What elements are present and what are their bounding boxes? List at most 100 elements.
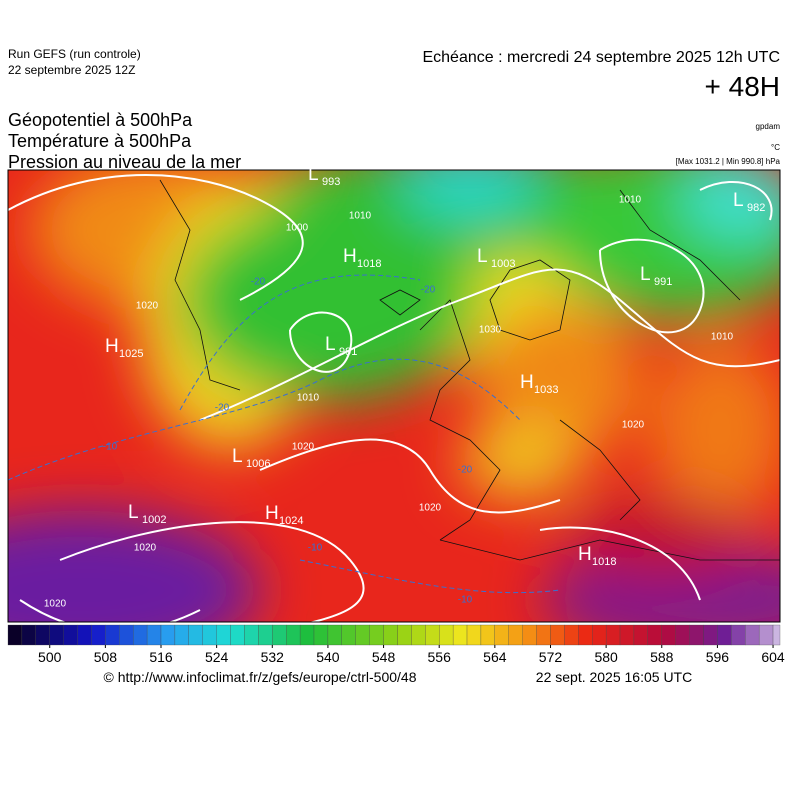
pressure-center: L 1003 xyxy=(477,246,515,270)
colorbar-tick-label: 508 xyxy=(94,649,118,665)
colorbar-tick-label: 556 xyxy=(428,649,452,665)
unit-label: °C xyxy=(771,143,780,152)
colorbar-cell xyxy=(578,624,593,646)
isobar-label: 1010 xyxy=(297,393,320,404)
center-value: 991 xyxy=(339,346,357,358)
colorbar-cell xyxy=(313,624,329,646)
colorbar-cell xyxy=(647,624,662,646)
colorbar-cell xyxy=(188,624,203,646)
center-type: L xyxy=(733,190,744,211)
isobar-label: 1010 xyxy=(619,195,642,206)
center-type: L xyxy=(477,246,488,267)
center-type: L xyxy=(128,502,139,523)
colorbar-cell xyxy=(536,624,551,646)
colorbar-cell xyxy=(494,624,509,646)
isotherms xyxy=(8,274,561,594)
center-value: 1018 xyxy=(357,258,381,270)
pressure-center: H 1018 xyxy=(578,544,616,568)
colorbar-cell xyxy=(230,624,245,646)
colorbar-cell xyxy=(411,624,426,646)
colorbar-cell xyxy=(592,624,607,646)
colorbar-cell xyxy=(661,624,676,646)
colorbar-cell xyxy=(466,624,482,646)
center-value: 1033 xyxy=(534,384,558,396)
colorbar-cell xyxy=(689,624,704,646)
colorbar-cell xyxy=(508,624,523,646)
pressure-center: L 991 xyxy=(640,264,672,288)
unit-label: [Max 1031.2 | Min 990.8] hPa xyxy=(676,157,781,166)
colorbar-tick-label: 580 xyxy=(594,649,618,665)
source-url: © http://www.infoclimat.fr/z/gefs/europe… xyxy=(103,669,416,685)
colorbar-cell xyxy=(49,624,64,646)
colorbar-cell xyxy=(522,624,537,646)
center-value: 1025 xyxy=(119,348,143,360)
colorbar-tick-label: 548 xyxy=(372,649,396,665)
map-frame xyxy=(7,169,781,623)
isobar-label: 1020 xyxy=(134,543,157,554)
isobar-label: 1010 xyxy=(349,211,372,222)
center-value: 1003 xyxy=(491,258,515,270)
colorbar-cell xyxy=(397,624,412,646)
isobar-label: 1020 xyxy=(292,442,315,453)
colorbar-cell xyxy=(244,624,259,646)
isobar-label: 1030 xyxy=(479,325,502,336)
center-type: H xyxy=(520,372,534,393)
colorbar-cell xyxy=(91,624,106,646)
colorbar-cell xyxy=(619,624,635,646)
colorbar-tick-label: 524 xyxy=(205,649,229,665)
pressure-center: H 1033 xyxy=(520,372,558,396)
generated-time: 22 sept. 2025 16:05 UTC xyxy=(536,669,692,685)
pressure-center: L 991 xyxy=(325,334,357,358)
colorbar-cell xyxy=(355,624,370,646)
field-title: Température à 500hPa xyxy=(8,131,192,151)
pressure-center: L 1002 xyxy=(128,502,166,526)
colorbar-cell xyxy=(369,624,384,646)
isotherm-label: -10 xyxy=(458,595,473,606)
colorbar-cell xyxy=(21,624,36,646)
center-value: 1018 xyxy=(592,556,616,568)
colorbar-cell xyxy=(286,624,301,646)
run-label: Run GEFS (run controle) xyxy=(8,47,141,61)
isotherm-label: -20 xyxy=(215,403,230,414)
colorbar-cell xyxy=(133,624,148,646)
colorbar-cell xyxy=(327,624,342,646)
colorbar-cell xyxy=(146,624,162,646)
center-type: L xyxy=(325,334,336,355)
colorbar-cell xyxy=(258,624,273,646)
colorbar-cell xyxy=(745,624,760,646)
center-value: 982 xyxy=(747,202,765,214)
colorbar-cell xyxy=(425,624,440,646)
colorbar-cell xyxy=(7,624,23,646)
isobar-label: 1020 xyxy=(419,503,442,514)
colorbar-cell xyxy=(383,624,398,646)
center-type: H xyxy=(343,246,357,267)
colorbar-cell xyxy=(758,624,774,646)
colorbar-cell xyxy=(119,624,134,646)
colorbar-cell xyxy=(299,624,315,646)
center-value: 1024 xyxy=(279,515,303,527)
colorbar-cell xyxy=(63,624,78,646)
isobar-label: 1020 xyxy=(136,301,159,312)
isobars xyxy=(8,174,780,622)
isobar-label: 1010 xyxy=(711,332,734,343)
isobar-label: 1000 xyxy=(286,223,309,234)
pressure-center: L 993 xyxy=(308,164,340,188)
isobar-label: 1020 xyxy=(622,420,645,431)
colorbar-tick-label: 564 xyxy=(483,649,507,665)
colorbar-cell xyxy=(105,624,120,646)
center-value: 1006 xyxy=(246,458,270,470)
colorbar-tick-label: 540 xyxy=(316,649,340,665)
isotherm-label: -20 xyxy=(251,277,266,288)
coastlines xyxy=(159,179,780,561)
colorbar-tick-label: 572 xyxy=(539,649,563,665)
colorbar-cell xyxy=(633,624,649,646)
pressure-center: L 982 xyxy=(733,190,765,214)
colorbar-cell xyxy=(605,624,621,646)
colorbar-cell xyxy=(35,624,50,646)
run-date: 22 septembre 2025 12Z xyxy=(8,63,135,77)
colorbar-cell xyxy=(77,624,92,646)
center-type: H xyxy=(578,544,592,565)
colorbar-cell xyxy=(564,624,579,646)
colorbar-cell xyxy=(341,624,356,646)
